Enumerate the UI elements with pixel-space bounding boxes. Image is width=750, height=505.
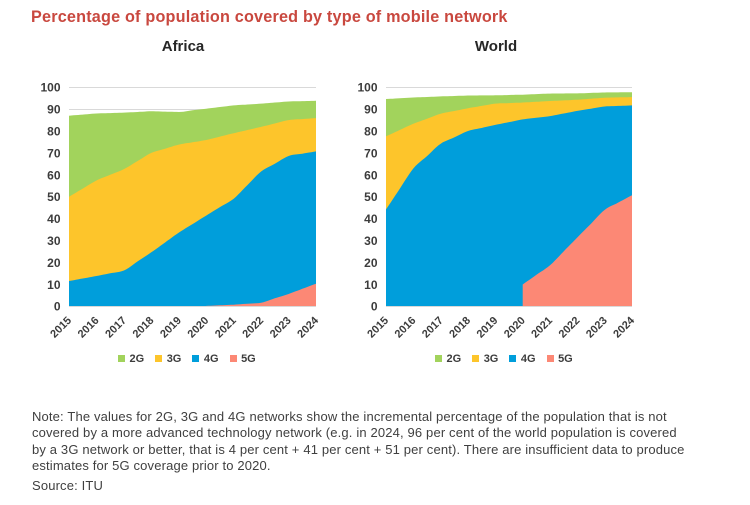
svg-text:2022: 2022	[240, 315, 266, 341]
svg-text:2018: 2018	[447, 315, 473, 341]
svg-text:2018: 2018	[131, 315, 157, 341]
svg-text:2017: 2017	[420, 315, 446, 341]
svg-text:2021: 2021	[213, 315, 239, 341]
svg-text:2017: 2017	[103, 315, 129, 341]
svg-text:2015: 2015	[365, 315, 391, 341]
svg-text:30: 30	[47, 234, 61, 248]
svg-text:70: 70	[47, 146, 61, 160]
svg-text:80: 80	[47, 125, 61, 139]
svg-text:80: 80	[364, 125, 378, 139]
svg-text:20: 20	[364, 256, 378, 270]
svg-text:90: 90	[364, 103, 378, 117]
svg-text:2015: 2015	[48, 315, 74, 341]
svg-text:2022: 2022	[557, 315, 583, 341]
svg-text:0: 0	[54, 300, 61, 314]
svg-text:10: 10	[47, 278, 61, 292]
svg-text:2020: 2020	[502, 315, 528, 341]
svg-text:40: 40	[364, 212, 378, 226]
svg-text:World: World	[475, 38, 517, 55]
svg-text:2016: 2016	[76, 315, 102, 341]
svg-text:40: 40	[47, 212, 61, 226]
svg-text:2019: 2019	[475, 315, 501, 341]
svg-text:2024: 2024	[611, 314, 637, 340]
svg-text:60: 60	[364, 168, 378, 182]
svg-text:2023: 2023	[268, 315, 294, 341]
svg-text:50: 50	[47, 190, 61, 204]
svg-text:50: 50	[364, 190, 378, 204]
svg-text:Africa: Africa	[162, 38, 205, 55]
svg-text:2021: 2021	[529, 315, 555, 341]
svg-text:100: 100	[40, 81, 60, 95]
svg-text:2020: 2020	[186, 315, 212, 341]
svg-text:0: 0	[371, 300, 378, 314]
svg-text:2016: 2016	[393, 315, 419, 341]
svg-text:10: 10	[364, 278, 378, 292]
svg-text:70: 70	[364, 146, 378, 160]
svg-text:30: 30	[364, 234, 378, 248]
svg-text:2019: 2019	[158, 315, 184, 341]
svg-text:2023: 2023	[584, 315, 610, 341]
svg-text:20: 20	[47, 256, 61, 270]
svg-text:90: 90	[47, 103, 61, 117]
svg-text:100: 100	[357, 81, 377, 95]
svg-text:2024: 2024	[295, 314, 321, 340]
svg-text:60: 60	[47, 168, 61, 182]
